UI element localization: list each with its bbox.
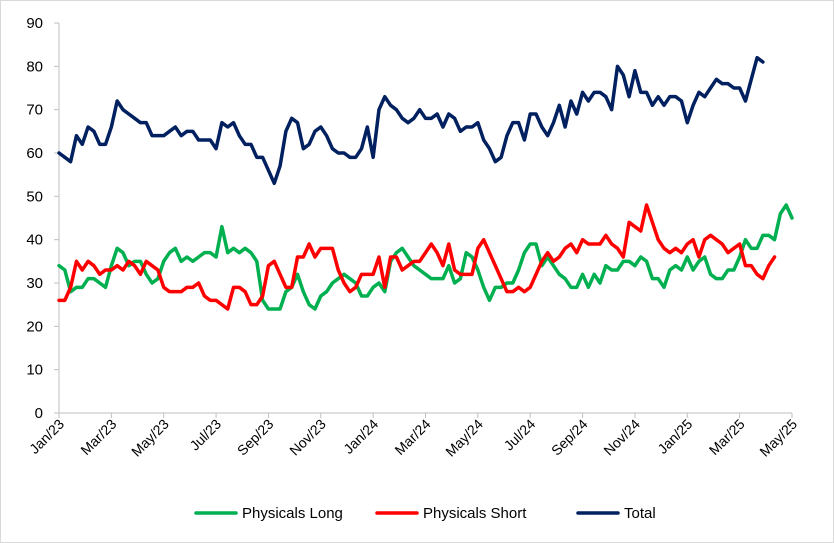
y-tick-label: 40 bbox=[26, 232, 43, 249]
x-tick-label: Jul/23 bbox=[186, 416, 224, 454]
y-tick-label: 0 bbox=[35, 405, 43, 422]
x-tick-label: Sep/24 bbox=[548, 416, 591, 459]
axes bbox=[58, 23, 792, 414]
series-line-physicals-long bbox=[57, 203, 794, 311]
x-tick-label: May/25 bbox=[756, 416, 800, 460]
x-tick-label: Mar/23 bbox=[77, 416, 119, 458]
legend-label: Total bbox=[624, 505, 656, 522]
x-tick-label: Nov/24 bbox=[600, 416, 643, 459]
legend-label: Physicals Short bbox=[423, 505, 527, 522]
series-line-physicals-short bbox=[57, 203, 777, 311]
x-tick-label: Jul/24 bbox=[501, 416, 539, 454]
x-tick-label: Sep/23 bbox=[234, 416, 277, 459]
y-tick-label: 60 bbox=[26, 145, 43, 162]
legend: Physicals Long Physicals Short Total bbox=[194, 505, 656, 522]
series-lines bbox=[57, 55, 794, 311]
y-tick-label: 90 bbox=[26, 15, 43, 32]
legend-label: Physicals Long bbox=[242, 505, 343, 522]
x-tick-label: May/24 bbox=[442, 416, 486, 460]
x-tick-label: Mar/25 bbox=[706, 416, 748, 458]
x-tick-label: May/23 bbox=[128, 416, 172, 460]
y-tick-label: 80 bbox=[26, 58, 43, 75]
x-tick-label: Jan/25 bbox=[654, 416, 695, 457]
y-tick-labels: 0 10 20 30 40 50 60 70 80 90 bbox=[26, 15, 59, 422]
y-tick-label: 20 bbox=[26, 318, 43, 335]
y-tick-label: 50 bbox=[26, 188, 43, 205]
x-tick-label: Nov/23 bbox=[286, 416, 329, 459]
x-tick-label: Mar/24 bbox=[391, 416, 433, 458]
x-tick-labels: Jan/23 Mar/23 May/23 Jul/23 Sep/23 Nov/23 Jan/… bbox=[26, 413, 800, 460]
y-tick-label: 70 bbox=[26, 102, 43, 119]
x-tick-label: Jan/23 bbox=[26, 416, 67, 457]
x-tick-label: Jan/24 bbox=[340, 416, 381, 457]
y-tick-label: 30 bbox=[26, 275, 43, 292]
y-tick-label: 10 bbox=[26, 362, 43, 379]
series-line-total bbox=[57, 55, 765, 186]
